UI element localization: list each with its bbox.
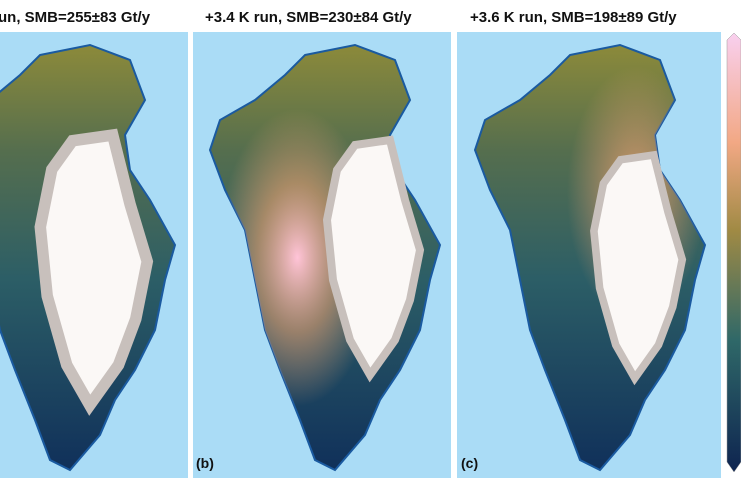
map-panel: (c): [457, 32, 721, 478]
panel-title: +3.4 K run, SMB=230±84 Gt/y: [205, 9, 412, 26]
panel-label: (c): [461, 455, 478, 471]
panel-label: (b): [196, 455, 214, 471]
panel-title: un, SMB=255±83 Gt/y: [0, 9, 151, 26]
panel-title: +3.6 K run, SMB=198±89 Gt/y: [470, 9, 677, 26]
colorbar: [726, 32, 741, 473]
map-panel: (b): [193, 32, 451, 478]
map-panel: [0, 32, 188, 478]
